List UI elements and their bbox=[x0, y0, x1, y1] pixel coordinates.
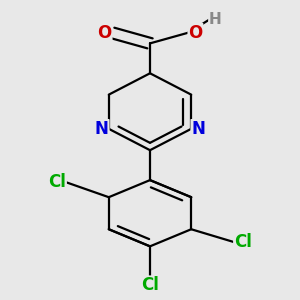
Text: Cl: Cl bbox=[141, 276, 159, 294]
Text: H: H bbox=[209, 12, 222, 27]
Text: Cl: Cl bbox=[48, 173, 66, 191]
Text: N: N bbox=[191, 120, 205, 138]
Text: N: N bbox=[95, 120, 109, 138]
Text: Cl: Cl bbox=[234, 233, 252, 251]
Text: O: O bbox=[188, 24, 203, 42]
Text: O: O bbox=[98, 24, 112, 42]
